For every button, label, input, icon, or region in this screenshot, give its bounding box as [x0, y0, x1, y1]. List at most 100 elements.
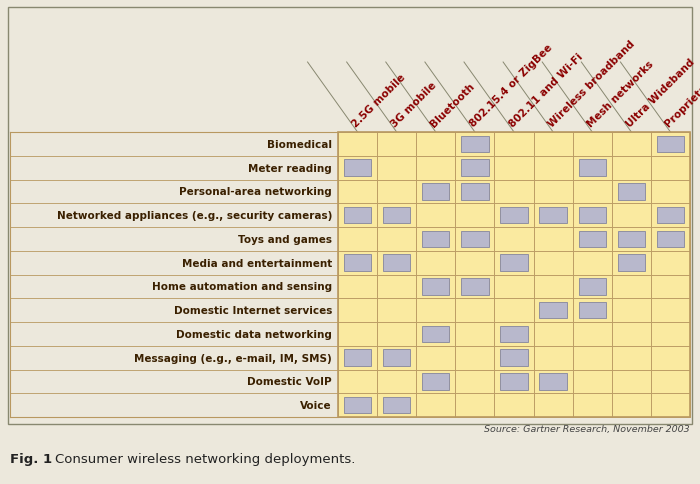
Bar	[338, 133, 377, 156]
Text: Bluetooth: Bluetooth	[428, 81, 477, 129]
Text: Domestic Internet services: Domestic Internet services	[174, 305, 332, 316]
Bar	[338, 322, 377, 346]
Bar	[416, 251, 455, 275]
Bar	[612, 370, 651, 393]
Bar	[578, 231, 606, 248]
Bar	[494, 251, 533, 275]
Bar	[416, 227, 455, 251]
Bar	[612, 299, 651, 322]
Bar	[455, 393, 494, 417]
Text: Personal-area networking: Personal-area networking	[179, 187, 332, 197]
Bar	[500, 207, 528, 224]
Bar	[533, 156, 573, 180]
Bar	[455, 346, 494, 370]
Bar	[500, 373, 528, 390]
Bar	[377, 251, 416, 275]
Bar	[657, 207, 684, 224]
Bar	[455, 156, 494, 180]
Bar	[651, 275, 690, 299]
Bar	[344, 349, 371, 366]
Bar	[651, 204, 690, 227]
Bar	[377, 156, 416, 180]
Bar	[533, 370, 573, 393]
Text: Wireless broadband: Wireless broadband	[546, 38, 636, 129]
Bar	[455, 275, 494, 299]
Bar	[533, 299, 573, 322]
Text: 2.5G mobile: 2.5G mobile	[351, 72, 407, 129]
Bar	[377, 227, 416, 251]
Bar	[416, 299, 455, 322]
Bar	[416, 370, 455, 393]
Bar	[461, 184, 489, 200]
Bar	[612, 133, 651, 156]
Bar	[578, 207, 606, 224]
Bar	[494, 204, 533, 227]
Bar	[494, 393, 533, 417]
Bar	[540, 207, 567, 224]
Bar	[455, 227, 494, 251]
Bar	[338, 299, 377, 322]
Bar	[383, 349, 410, 366]
Bar	[657, 231, 684, 248]
Text: Domestic VoIP: Domestic VoIP	[247, 377, 332, 387]
Bar	[416, 180, 455, 204]
Bar	[416, 204, 455, 227]
Bar	[612, 251, 651, 275]
Bar	[383, 207, 410, 224]
Text: Home automation and sensing: Home automation and sensing	[152, 282, 332, 292]
Bar	[338, 180, 377, 204]
Text: Fig. 1: Fig. 1	[10, 453, 52, 466]
Bar	[338, 251, 377, 275]
Bar	[617, 255, 645, 272]
Bar	[344, 160, 371, 177]
Bar	[416, 322, 455, 346]
Bar	[461, 231, 489, 248]
Bar	[494, 322, 533, 346]
Bar	[344, 397, 371, 414]
Text: Source: Gartner Research, November 2003: Source: Gartner Research, November 2003	[484, 424, 690, 433]
Bar	[573, 133, 612, 156]
Bar	[416, 275, 455, 299]
Bar	[455, 180, 494, 204]
Bar	[494, 180, 533, 204]
Bar	[533, 227, 573, 251]
Bar	[533, 251, 573, 275]
Bar	[416, 393, 455, 417]
Bar	[377, 133, 416, 156]
Text: Ultra Wideband: Ultra Wideband	[624, 57, 696, 129]
Bar	[422, 326, 449, 343]
Text: Messaging (e.g., e-mail, IM, SMS): Messaging (e.g., e-mail, IM, SMS)	[134, 353, 332, 363]
Bar	[338, 204, 377, 227]
Bar	[500, 326, 528, 343]
Bar	[422, 184, 449, 200]
Bar	[494, 156, 533, 180]
Text: Domestic data networking: Domestic data networking	[176, 329, 332, 339]
Bar	[612, 204, 651, 227]
Bar	[416, 133, 455, 156]
Text: Biomedical: Biomedical	[267, 139, 332, 150]
Bar	[651, 370, 690, 393]
Bar	[383, 255, 410, 272]
Bar	[573, 275, 612, 299]
Bar	[338, 227, 377, 251]
Bar	[377, 322, 416, 346]
Bar	[533, 204, 573, 227]
Bar	[338, 393, 377, 417]
Bar	[383, 397, 410, 414]
Bar	[344, 207, 371, 224]
Bar	[578, 160, 606, 177]
Bar	[422, 278, 449, 295]
Bar	[573, 180, 612, 204]
Bar	[494, 346, 533, 370]
Bar	[338, 156, 377, 180]
Bar	[533, 180, 573, 204]
Bar	[612, 322, 651, 346]
Bar	[377, 346, 416, 370]
Bar	[612, 156, 651, 180]
Bar	[533, 393, 573, 417]
Bar	[573, 251, 612, 275]
Bar	[612, 393, 651, 417]
Bar	[573, 346, 612, 370]
Bar	[338, 370, 377, 393]
Bar	[651, 322, 690, 346]
